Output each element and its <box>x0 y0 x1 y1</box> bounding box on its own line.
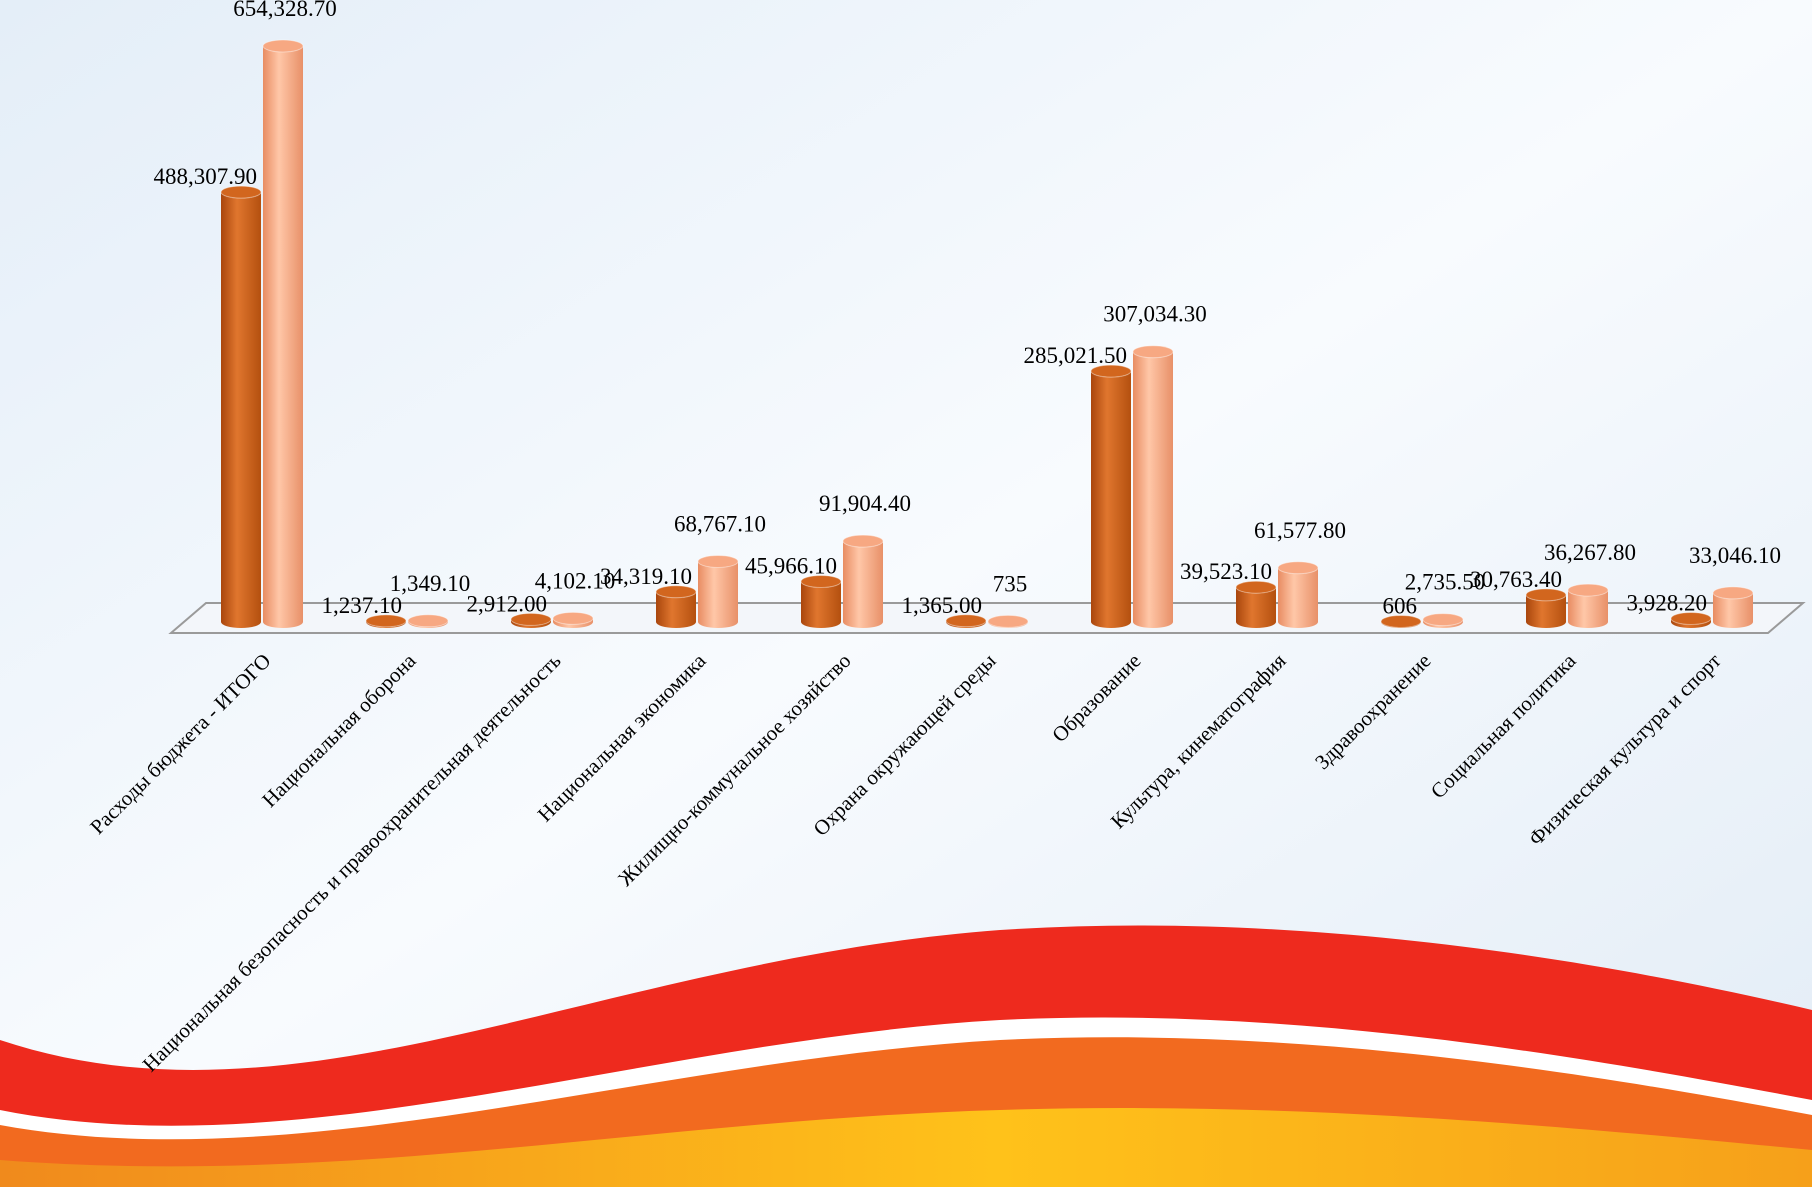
bar-top <box>365 614 407 628</box>
value-label: 30,763.40 <box>1470 567 1562 592</box>
bar-top <box>945 614 987 628</box>
bar <box>800 575 842 628</box>
bar-body <box>946 620 986 628</box>
bar-top <box>1235 580 1277 594</box>
bar <box>842 534 884 628</box>
bar-body <box>263 46 303 628</box>
value-label: 488,307.90 <box>154 164 258 189</box>
value-label: 91,904.40 <box>819 491 911 516</box>
value-label: 1,365.00 <box>902 593 983 618</box>
bar <box>365 614 407 628</box>
value-label: 735 <box>993 571 1028 596</box>
bar-top <box>1525 588 1567 602</box>
value-label: 33,046.10 <box>1689 543 1781 568</box>
bar-body <box>1423 619 1463 628</box>
bar-top <box>552 611 594 625</box>
bar <box>1235 580 1277 628</box>
value-label: 45,966.10 <box>745 554 837 579</box>
bar-body <box>698 561 738 628</box>
bar <box>945 614 987 628</box>
bar-top <box>1132 345 1174 359</box>
bar-top <box>987 614 1029 628</box>
bar-top <box>655 585 697 599</box>
value-label: 654,328.70 <box>233 0 337 21</box>
bar-top <box>1567 583 1609 597</box>
bar-body <box>1568 590 1608 628</box>
bar <box>1380 614 1422 628</box>
bar <box>1277 561 1319 628</box>
bar-top <box>842 534 884 548</box>
decor-waves <box>0 925 1812 1187</box>
bar-body <box>221 192 261 628</box>
bar-top <box>1380 614 1422 628</box>
value-label: 1,237.10 <box>322 593 403 618</box>
value-label: 2,735.50 <box>1405 570 1486 595</box>
bar-top <box>407 614 449 628</box>
bar <box>262 39 304 628</box>
value-label: 2,912.00 <box>467 591 548 616</box>
bar <box>1132 345 1174 628</box>
bar-top <box>1670 612 1712 626</box>
bar-body <box>656 591 696 628</box>
bar <box>220 185 262 628</box>
value-label: 606 <box>1383 593 1418 618</box>
bar <box>697 554 739 628</box>
bar <box>1567 583 1609 628</box>
value-label: 4,102.10 <box>535 568 616 593</box>
bar <box>1670 612 1712 628</box>
bar <box>1090 364 1132 628</box>
bar-body <box>1278 567 1318 628</box>
bar-top <box>1090 364 1132 378</box>
value-label: 39,523.10 <box>1180 559 1272 584</box>
bar <box>655 585 697 628</box>
bar-body <box>801 581 841 628</box>
bar-body <box>1133 351 1173 628</box>
bar-body <box>366 620 407 628</box>
value-label: 36,267.80 <box>1544 540 1636 565</box>
bar <box>1422 613 1464 628</box>
bar-body <box>843 541 883 628</box>
bar <box>407 614 449 628</box>
bar-body <box>1713 592 1753 628</box>
value-label: 61,577.80 <box>1254 518 1346 543</box>
bar-body <box>408 620 448 628</box>
value-label: 68,767.10 <box>674 511 766 536</box>
bar <box>1525 588 1567 628</box>
bar <box>552 611 594 628</box>
bar-body <box>1671 618 1711 628</box>
bar-body <box>511 619 551 628</box>
bar-top <box>697 554 739 568</box>
bar <box>510 612 552 628</box>
bar-top <box>510 612 552 626</box>
value-label: 34,319.10 <box>600 564 692 589</box>
bar-top <box>1422 613 1464 627</box>
bar-top <box>800 575 842 589</box>
bar-body <box>1091 371 1131 628</box>
value-label: 285,021.50 <box>1024 343 1128 368</box>
bar <box>987 614 1029 628</box>
value-label: 307,034.30 <box>1103 302 1207 327</box>
bar-top <box>1712 586 1754 600</box>
bar-top <box>262 39 304 53</box>
bar-top <box>220 185 262 199</box>
bar <box>1712 586 1754 628</box>
bar-body <box>1526 594 1566 628</box>
bar-body <box>1236 587 1276 628</box>
value-label: 3,928.20 <box>1627 591 1708 616</box>
bar-top <box>1277 561 1319 575</box>
value-label: 1,349.10 <box>390 571 471 596</box>
bar-body <box>553 618 593 628</box>
